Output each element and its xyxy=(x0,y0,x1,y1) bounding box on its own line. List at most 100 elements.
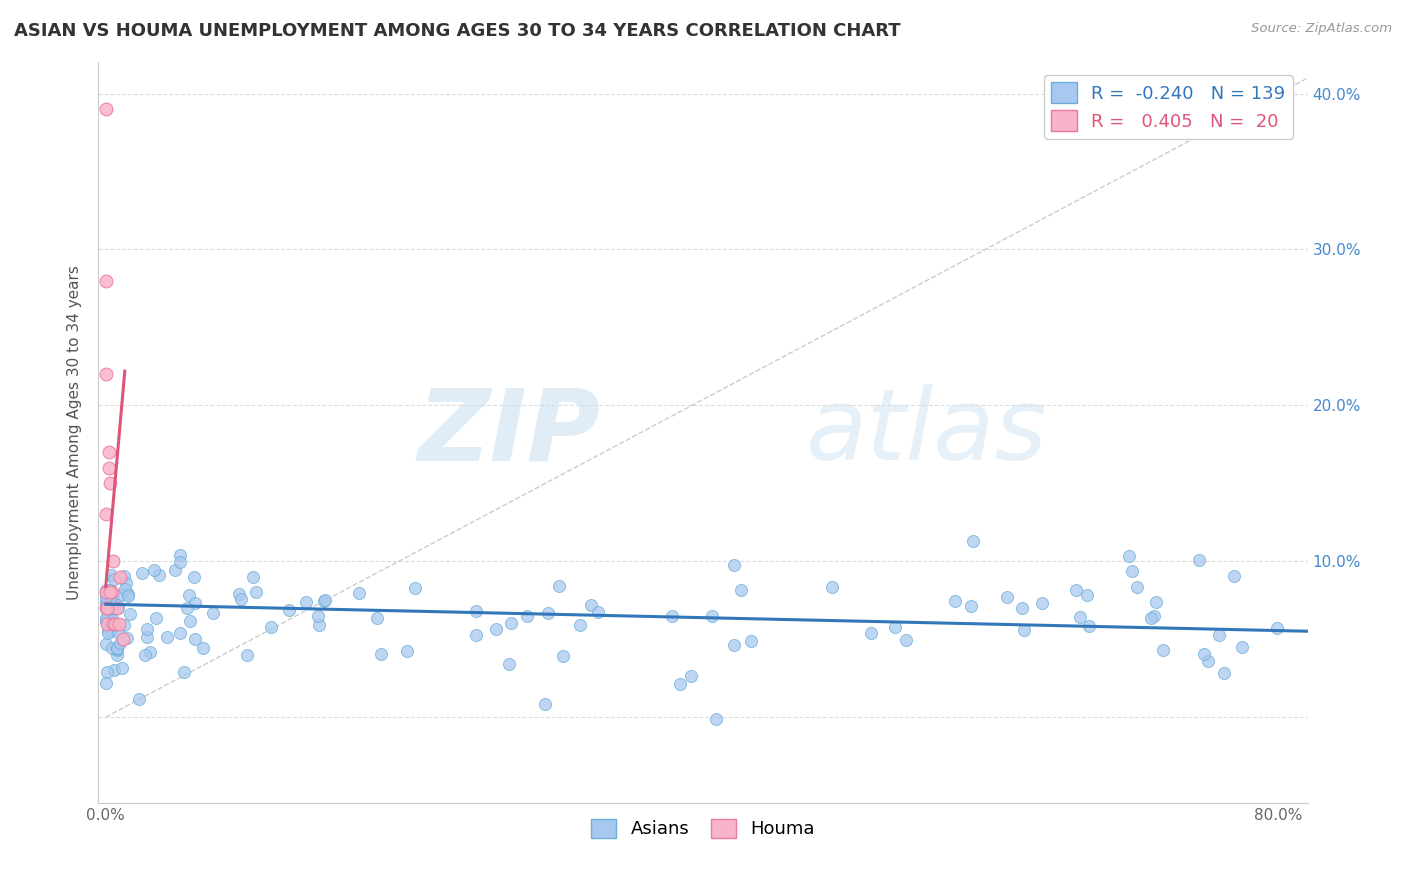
Point xyxy=(537,607,560,621)
Point xyxy=(97,590,120,604)
Point xyxy=(1121,564,1143,578)
Point xyxy=(184,597,207,611)
Point xyxy=(94,367,117,381)
Point xyxy=(101,616,124,631)
Point xyxy=(242,570,264,584)
Point xyxy=(723,558,745,573)
Point xyxy=(94,102,117,116)
Point xyxy=(94,611,117,625)
Point xyxy=(883,620,905,634)
Point xyxy=(1143,608,1166,623)
Point xyxy=(131,566,153,581)
Text: atlas: atlas xyxy=(806,384,1047,481)
Point xyxy=(105,643,128,657)
Point xyxy=(533,698,555,712)
Point xyxy=(498,657,520,672)
Point xyxy=(366,611,388,625)
Point xyxy=(294,595,316,609)
Point xyxy=(156,630,179,644)
Point xyxy=(1014,623,1036,637)
Point xyxy=(501,616,523,631)
Point xyxy=(101,554,124,568)
Point xyxy=(228,587,250,601)
Point xyxy=(179,614,201,628)
Point xyxy=(1223,569,1246,583)
Point xyxy=(1213,666,1236,681)
Point xyxy=(1208,628,1230,642)
Point xyxy=(103,663,125,677)
Point xyxy=(1140,611,1163,625)
Legend: Asians, Houma: Asians, Houma xyxy=(583,812,823,846)
Y-axis label: Unemployment Among Ages 30 to 34 years: Unemployment Among Ages 30 to 34 years xyxy=(67,265,83,600)
Point xyxy=(704,712,727,726)
Point xyxy=(105,641,128,656)
Point xyxy=(94,601,117,615)
Point xyxy=(101,640,124,655)
Point xyxy=(679,669,702,683)
Point xyxy=(100,624,122,638)
Point xyxy=(98,476,121,491)
Point xyxy=(1078,619,1101,633)
Point xyxy=(101,613,124,627)
Point xyxy=(730,582,752,597)
Point xyxy=(134,648,156,662)
Point xyxy=(94,585,117,599)
Text: ZIP: ZIP xyxy=(418,384,600,481)
Point xyxy=(245,584,267,599)
Point xyxy=(94,637,117,651)
Point xyxy=(145,610,167,624)
Point xyxy=(98,591,121,606)
Point xyxy=(579,599,602,613)
Point xyxy=(100,568,122,582)
Point xyxy=(485,622,508,636)
Point xyxy=(1069,610,1091,624)
Point xyxy=(1031,596,1053,610)
Point xyxy=(138,645,160,659)
Point xyxy=(103,616,125,631)
Point xyxy=(96,616,118,631)
Point xyxy=(740,634,762,648)
Point xyxy=(97,626,120,640)
Point xyxy=(184,632,207,646)
Text: ASIAN VS HOUMA UNEMPLOYMENT AMONG AGES 30 TO 34 YEARS CORRELATION CHART: ASIAN VS HOUMA UNEMPLOYMENT AMONG AGES 3… xyxy=(14,22,901,40)
Point xyxy=(551,648,574,663)
Point xyxy=(1197,654,1219,668)
Point xyxy=(177,588,200,602)
Point xyxy=(1230,640,1253,654)
Point xyxy=(465,628,488,642)
Point xyxy=(117,631,139,645)
Point xyxy=(404,582,426,596)
Point xyxy=(148,568,170,582)
Point xyxy=(97,445,120,459)
Point xyxy=(312,594,335,608)
Point xyxy=(96,675,118,690)
Point xyxy=(395,644,418,658)
Point xyxy=(110,570,132,584)
Point xyxy=(962,534,984,549)
Point xyxy=(548,579,571,593)
Point xyxy=(115,576,138,591)
Point xyxy=(108,616,131,631)
Point xyxy=(97,460,120,475)
Point xyxy=(669,677,692,691)
Point xyxy=(142,562,165,576)
Point xyxy=(163,563,186,577)
Point xyxy=(107,624,129,639)
Point xyxy=(103,617,125,632)
Point xyxy=(107,601,129,615)
Point xyxy=(588,605,610,619)
Point xyxy=(100,585,122,599)
Point xyxy=(118,607,141,622)
Point xyxy=(114,582,136,597)
Point xyxy=(105,642,128,657)
Point xyxy=(117,587,139,601)
Point xyxy=(103,572,125,586)
Point xyxy=(112,618,135,632)
Point xyxy=(307,609,329,624)
Point xyxy=(1064,582,1087,597)
Point xyxy=(98,582,121,597)
Point xyxy=(97,624,120,639)
Point xyxy=(97,609,120,624)
Point xyxy=(94,508,117,522)
Point xyxy=(96,601,118,615)
